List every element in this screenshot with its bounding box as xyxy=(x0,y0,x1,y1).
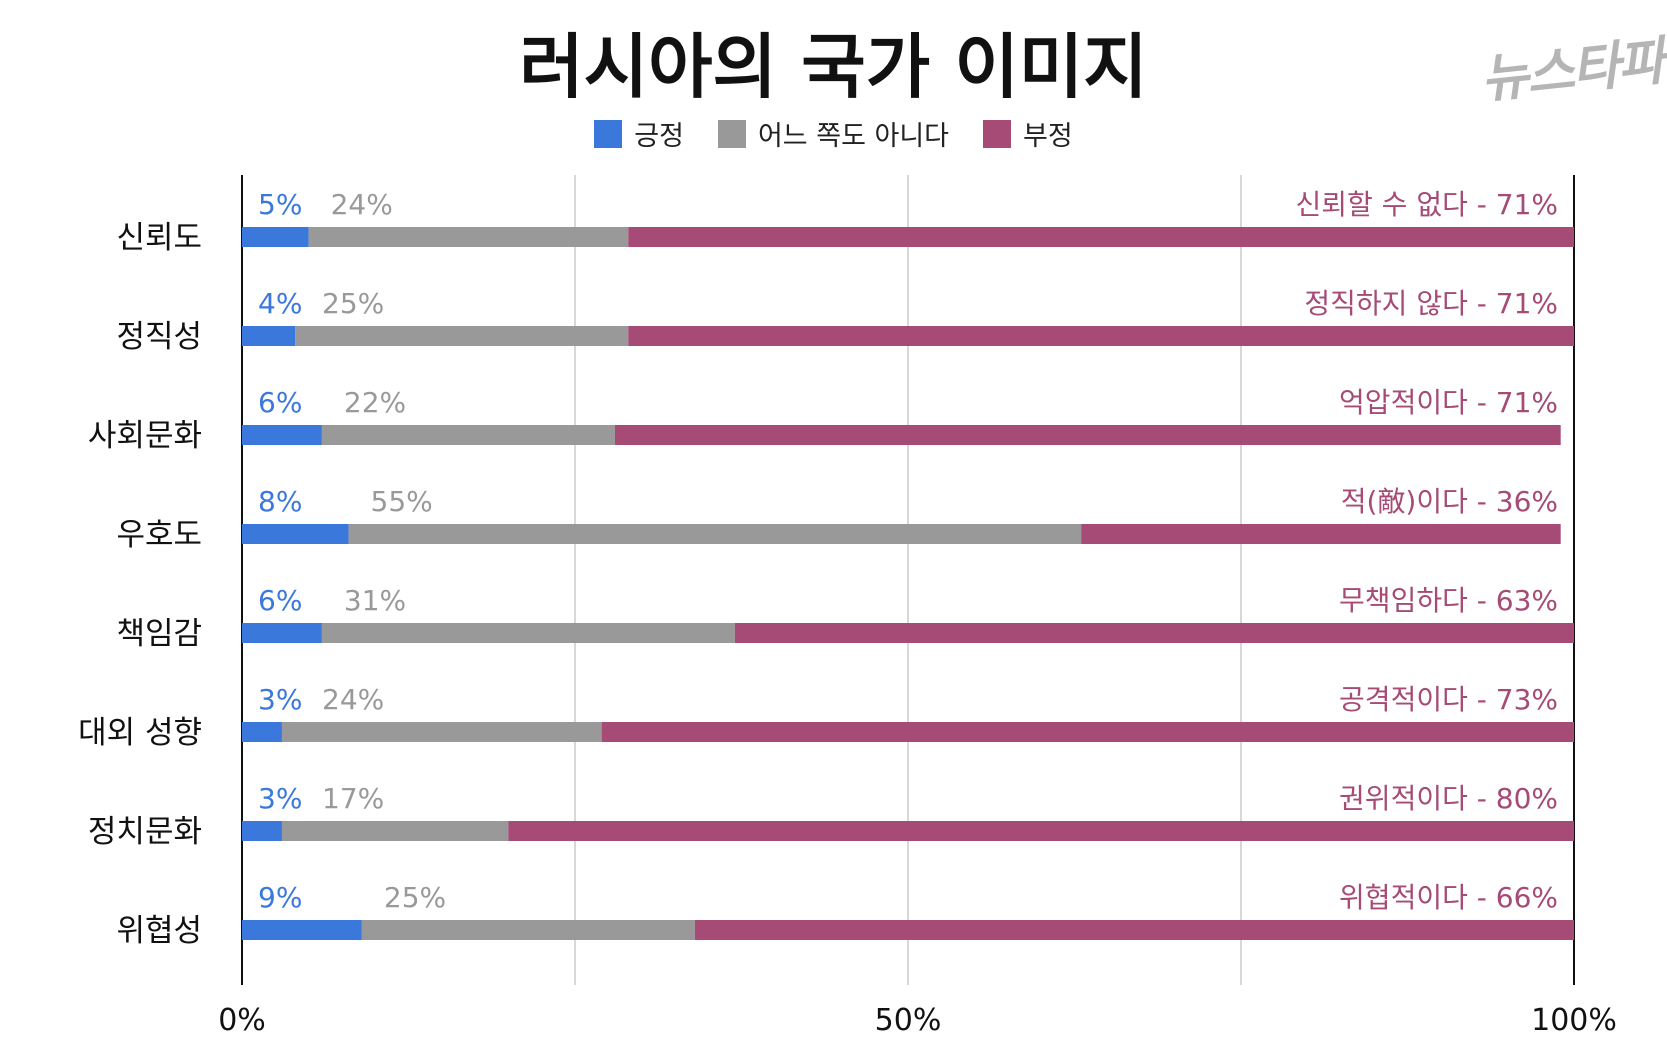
category-label: 우호도 xyxy=(116,517,202,553)
data-label-negative: 무책임하다 - 63% xyxy=(1339,584,1558,617)
legend-item-neutral: 어느 쪽도 아니다 xyxy=(717,114,950,153)
data-label-negative: 정직하지 않다 - 71% xyxy=(1304,287,1558,320)
data-label-negative: 위협적이다 - 66% xyxy=(1339,881,1558,914)
bar-negative xyxy=(1081,524,1561,544)
x-tick-label: 0% xyxy=(218,1003,266,1038)
bar-negative xyxy=(628,227,1574,247)
bar-negative xyxy=(508,821,1574,841)
category-label: 신뢰도 xyxy=(116,220,202,256)
data-label-neutral: 25% xyxy=(384,881,446,914)
data-label-negative: 억압적이다 - 71% xyxy=(1339,386,1558,419)
bar-neutral xyxy=(281,722,602,742)
data-label-neutral: 25% xyxy=(322,287,384,320)
bar-positive xyxy=(242,722,282,742)
legend-swatch-negative xyxy=(983,119,1012,148)
bar-positive xyxy=(242,920,362,940)
bar-positive xyxy=(242,425,322,445)
data-label-positive: 3% xyxy=(258,782,302,815)
bar-negative xyxy=(614,425,1561,445)
category-label: 사회문화 xyxy=(88,418,202,454)
bar-positive xyxy=(242,227,309,247)
data-label-neutral: 55% xyxy=(371,485,433,518)
legend-label-negative: 부정 xyxy=(1023,121,1073,152)
x-tick-label: 50% xyxy=(875,1003,942,1038)
bar-positive xyxy=(242,623,322,643)
data-label-neutral: 17% xyxy=(322,782,384,815)
legend-swatch-neutral xyxy=(717,119,746,148)
legend-label-neutral: 어느 쪽도 아니다 xyxy=(757,121,950,152)
legend-item-positive: 긍정 xyxy=(594,114,684,153)
data-label-positive: 6% xyxy=(258,584,302,617)
data-label-positive: 9% xyxy=(258,881,302,914)
data-label-negative: 공격적이다 - 73% xyxy=(1339,683,1558,716)
bar-positive xyxy=(242,524,349,544)
legend-item-negative: 부정 xyxy=(983,114,1073,153)
legend-label-positive: 긍정 xyxy=(634,121,684,152)
data-label-neutral: 31% xyxy=(344,584,406,617)
category-label: 책임감 xyxy=(116,616,202,652)
category-label: 위협성 xyxy=(116,913,202,949)
bar-negative xyxy=(694,920,1574,940)
bar-neutral xyxy=(281,821,509,841)
category-label: 대외 성향 xyxy=(78,715,202,751)
legend-swatch-positive xyxy=(594,119,623,148)
data-label-positive: 5% xyxy=(258,188,302,221)
bar-negative xyxy=(734,623,1574,643)
data-label-neutral: 24% xyxy=(322,683,384,716)
data-label-negative: 권위적이다 - 80% xyxy=(1339,782,1558,815)
data-label-positive: 8% xyxy=(258,485,302,518)
bar-neutral xyxy=(348,524,1082,544)
data-label-positive: 4% xyxy=(258,287,302,320)
bar-neutral xyxy=(295,326,629,346)
data-label-negative: 적(敵)이다 - 36% xyxy=(1341,485,1558,518)
bar-negative xyxy=(601,722,1574,742)
chart-legend: 긍정 어느 쪽도 아니다 부정 xyxy=(0,114,1667,153)
data-label-positive: 6% xyxy=(258,386,302,419)
chart-title: 러시아의 국가 이미지 xyxy=(519,26,1148,108)
data-label-negative: 신뢰할 수 없다 - 71% xyxy=(1295,188,1558,221)
data-label-positive: 3% xyxy=(258,683,302,716)
category-label: 정치문화 xyxy=(88,814,202,850)
data-label-neutral: 24% xyxy=(331,188,393,221)
category-label: 정직성 xyxy=(116,319,202,355)
bar-neutral xyxy=(361,920,695,940)
bar-neutral xyxy=(321,425,615,445)
bar-positive xyxy=(242,821,282,841)
x-tick-label: 100% xyxy=(1531,1003,1617,1038)
bar-negative xyxy=(628,326,1574,346)
bar-neutral xyxy=(308,227,629,247)
bar-neutral xyxy=(321,623,735,643)
bar-positive xyxy=(242,326,296,346)
data-label-neutral: 22% xyxy=(344,386,406,419)
